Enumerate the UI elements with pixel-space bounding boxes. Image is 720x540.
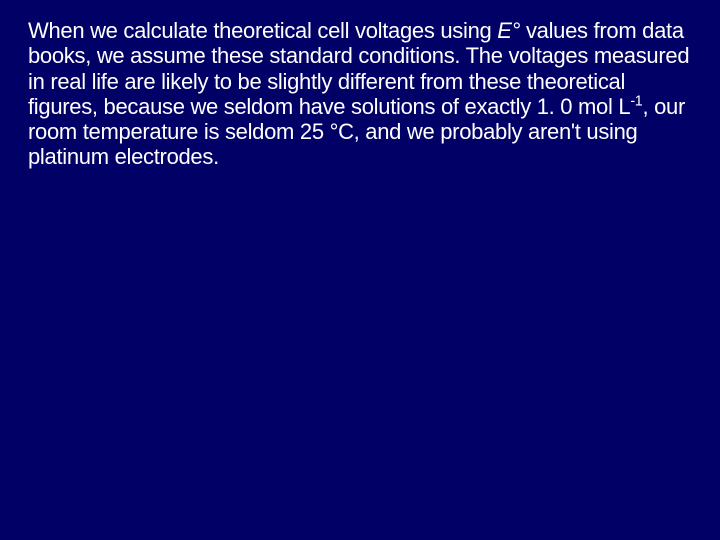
body-paragraph: When we calculate theoretical cell volta…: [28, 18, 692, 170]
text-pre-italic: When we calculate theoretical cell volta…: [28, 18, 497, 43]
slide-container: When we calculate theoretical cell volta…: [0, 0, 720, 540]
superscript-minus-one: -1: [630, 94, 642, 110]
e-standard-symbol: E°: [497, 18, 520, 43]
